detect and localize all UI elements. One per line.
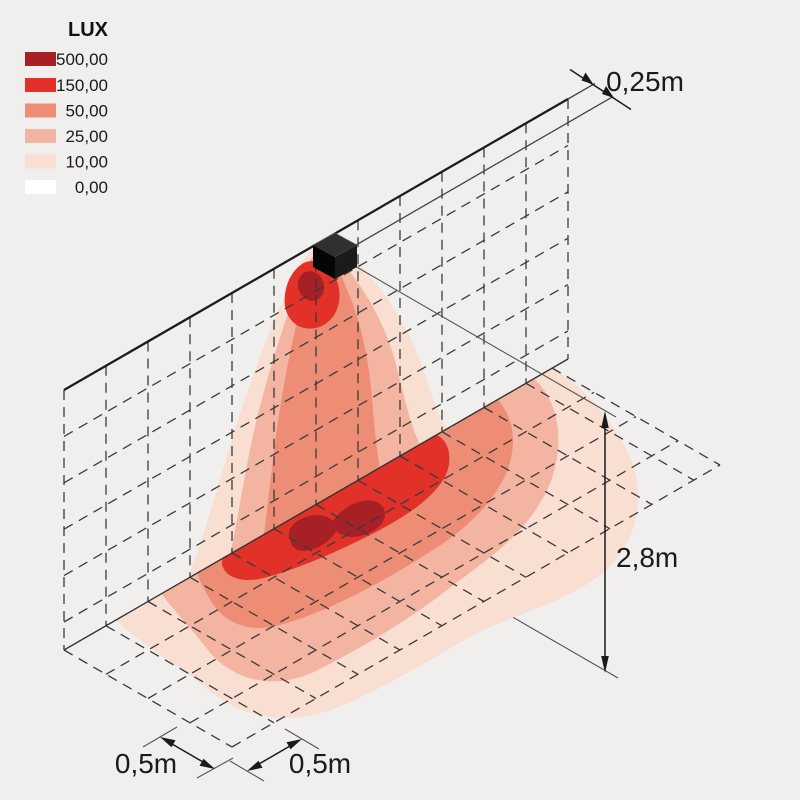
offset-dimension-label: 0,25m: [606, 66, 684, 97]
height-dimension-label: 2,8m: [616, 542, 678, 573]
legend-swatch-10: [25, 154, 56, 169]
dimension-offset: 0,25m: [569, 66, 684, 111]
height-arrowhead-top: [601, 411, 609, 428]
wall-contour-50lux: [264, 247, 380, 534]
height-extension-line-top: [347, 261, 617, 418]
floor-grid-rows: [105, 391, 721, 748]
lamp-mounting-line: [349, 96, 613, 250]
offset-arrowhead-1: [581, 72, 594, 85]
width-arrowhead-2: [286, 739, 302, 750]
wall-grid: [63, 99, 569, 650]
legend-label-50: 50,00: [65, 102, 108, 121]
depth-tick-2: [196, 757, 234, 779]
lamp-right-face: [335, 245, 357, 279]
dimension-grid-width: 0,5m: [229, 728, 351, 782]
legend-label-25: 25,00: [65, 127, 108, 146]
floor-grid: [63, 367, 721, 748]
height-arrowhead-bottom: [601, 656, 609, 673]
wall-grid-horizontals: [63, 144, 569, 623]
legend-swatch-25: [25, 129, 56, 143]
legend-swatch-150: [25, 78, 56, 92]
wall-contours: [188, 238, 456, 578]
width-arrowhead-1: [247, 760, 263, 771]
depth-dimension-line: [165, 739, 210, 767]
legend-label-10: 10,00: [65, 153, 108, 172]
legend-label-0: 0,00: [75, 178, 108, 197]
wall-contour-500lux: [297, 271, 325, 301]
wall-base-edge: [63, 358, 569, 651]
width-dimension-line: [252, 741, 297, 769]
dimension-height: 2,8m: [601, 411, 678, 673]
depth-arrowhead-2: [199, 758, 215, 769]
lamp-icon: [312, 232, 358, 279]
floor-contour-150lux: [221, 435, 450, 581]
legend-title: LUX: [68, 19, 109, 41]
depth-dimension-label: 0,5m: [115, 748, 177, 779]
dimension-grid-depth: 0,5m: [115, 726, 234, 779]
lamp-left-face: [313, 245, 335, 279]
legend-swatch-500: [25, 52, 56, 66]
width-dimension-label: 0,5m: [289, 748, 351, 779]
legend-swatch-50: [25, 103, 56, 118]
depth-arrowhead-1: [160, 737, 176, 748]
legend-swatch-0: [25, 180, 56, 194]
offset-dimension-line: [569, 68, 632, 111]
floor-contour-500lux: [288, 500, 386, 551]
wall-top-edge-extension: [567, 82, 596, 100]
offset-arrowhead-2: [602, 86, 614, 98]
legend-label-150: 150,00: [56, 76, 108, 95]
legend-label-500: 500,00: [56, 50, 108, 69]
lux-legend: LUX 500,00 150,00 50,00 25,00 10,00 0,00: [25, 19, 109, 197]
